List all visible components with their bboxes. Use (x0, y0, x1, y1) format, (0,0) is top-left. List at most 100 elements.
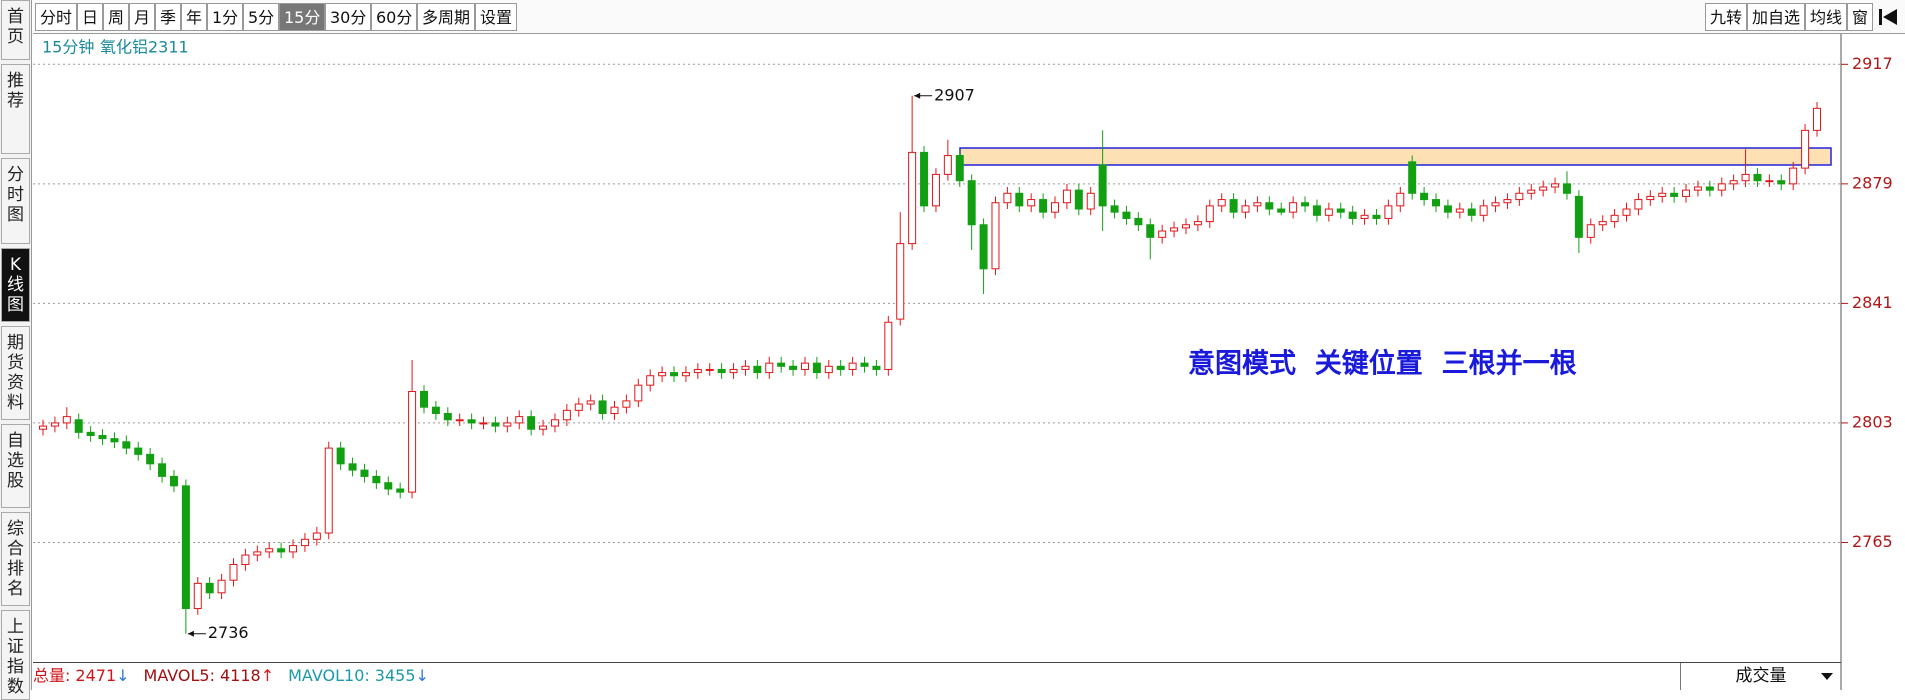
sidebar-item[interactable]: 自选股 (1, 424, 30, 508)
candle-body (717, 368, 726, 374)
period-button[interactable]: 60分 (371, 3, 418, 31)
candle-body (443, 412, 452, 421)
tool-button[interactable]: 均线 (1805, 3, 1848, 31)
candle-body (515, 416, 524, 424)
candle-body (1170, 227, 1179, 232)
period-button[interactable]: 年 (181, 3, 208, 31)
candle-body (134, 447, 143, 455)
sidebar: 首页 推荐分时图 K线图期货资料自选股综合排名上证指数 (0, 0, 32, 700)
candle-body (1670, 192, 1679, 197)
candle-body (1729, 180, 1738, 185)
sidebar-item[interactable]: K线图 (1, 248, 30, 322)
period-button[interactable]: 15分 (279, 3, 326, 31)
candle-body (1753, 173, 1762, 182)
candle-body (300, 538, 309, 547)
candle-body (289, 545, 298, 553)
candle-body (1598, 221, 1607, 226)
candle-body (1336, 208, 1345, 213)
candle-body (1693, 186, 1702, 191)
y-tick-label: 2879 (1852, 173, 1893, 192)
period-button[interactable]: 设置 (475, 3, 518, 31)
sidebar-item[interactable]: 期货资料 (1, 326, 30, 420)
candle-body (1408, 161, 1417, 194)
period-button[interactable]: 日 (77, 3, 104, 31)
volume-legend-item: MAVOL10: 3455↓ (288, 663, 429, 689)
collapse-icon[interactable] (1877, 7, 1899, 27)
y-tick-label: 2917 (1852, 54, 1893, 73)
candle-body (848, 362, 857, 370)
candle-body (1503, 199, 1512, 204)
candle-body (1181, 224, 1190, 229)
candles (39, 95, 1821, 634)
candle-body (634, 384, 643, 402)
candle-body (336, 447, 345, 465)
tool-button[interactable]: 窗 (1847, 3, 1874, 31)
candle-body (574, 403, 583, 411)
candle-body (1253, 202, 1262, 207)
sidebar-item[interactable]: 首页 (1, 0, 30, 60)
sidebar-item[interactable]: 分时图 (1, 158, 30, 244)
candle-body (670, 372, 679, 377)
legend-value: 3455 (374, 666, 416, 685)
candle-body (467, 419, 476, 424)
candle-body (658, 372, 667, 377)
candle-body (1622, 208, 1631, 216)
candle-body (169, 475, 178, 487)
candle-body (1479, 205, 1488, 216)
sidebar-item[interactable]: 上证指数 (1, 610, 30, 700)
candle-body (884, 321, 893, 370)
legend-value: 2471 (75, 666, 117, 685)
candle-body (1348, 211, 1357, 219)
candle-body (550, 419, 559, 427)
candle-body (1765, 180, 1774, 183)
candle-body (1027, 199, 1036, 207)
candle-body (1015, 192, 1024, 207)
candle-body (1432, 199, 1441, 207)
candle-body (110, 438, 119, 443)
candle-body (896, 243, 905, 320)
candle-body (1467, 208, 1476, 216)
sidebar-item[interactable]: 综合排名 (1, 512, 30, 606)
candle-body (1705, 186, 1714, 191)
indicator-select[interactable]: 成交量 (1680, 663, 1841, 690)
candle-body (372, 475, 381, 484)
period-button[interactable]: 季 (155, 3, 182, 31)
candle-body (265, 548, 274, 553)
annotation: 意图模式 关键位置 三根并一根 (1188, 348, 1577, 380)
candle-body (360, 469, 369, 477)
legend-label: 总量: (33, 666, 71, 685)
period-button[interactable]: 5分 (243, 3, 280, 31)
candle-body (431, 406, 440, 414)
candle-body (943, 155, 952, 175)
candle-body (908, 151, 917, 245)
candle-body (419, 390, 428, 408)
candle-body (98, 435, 107, 440)
tool-button[interactable]: 加自选 (1747, 3, 1806, 31)
candle-body (1003, 192, 1012, 204)
marker-label: 2736 (208, 623, 249, 642)
period-button[interactable]: 分时 (35, 3, 78, 31)
period-button[interactable]: 周 (103, 3, 130, 31)
dropdown-arrow (1821, 673, 1833, 680)
candle-body (1265, 202, 1274, 210)
period-button[interactable]: 30分 (325, 3, 372, 31)
candle-body (800, 362, 809, 370)
candle-body (1777, 180, 1786, 185)
candle-body (62, 416, 71, 424)
sidebar-item[interactable]: 推荐 (1, 64, 30, 154)
tool-button[interactable]: 九转 (1705, 3, 1748, 31)
candle-body (1646, 195, 1655, 201)
candle-body (920, 151, 929, 207)
candle-body (955, 155, 964, 182)
candle-body (396, 488, 405, 493)
period-button[interactable]: 1分 (207, 3, 244, 31)
candle-body (777, 362, 786, 367)
period-button[interactable]: 月 (129, 3, 156, 31)
candle-body (1324, 208, 1333, 216)
candle-body (1515, 192, 1524, 201)
chart-subtitle: 氧化铝2311 (100, 38, 189, 57)
legend-arrow: ↓ (116, 666, 130, 685)
candle-body (1610, 214, 1619, 223)
period-button[interactable]: 多周期 (417, 3, 476, 31)
